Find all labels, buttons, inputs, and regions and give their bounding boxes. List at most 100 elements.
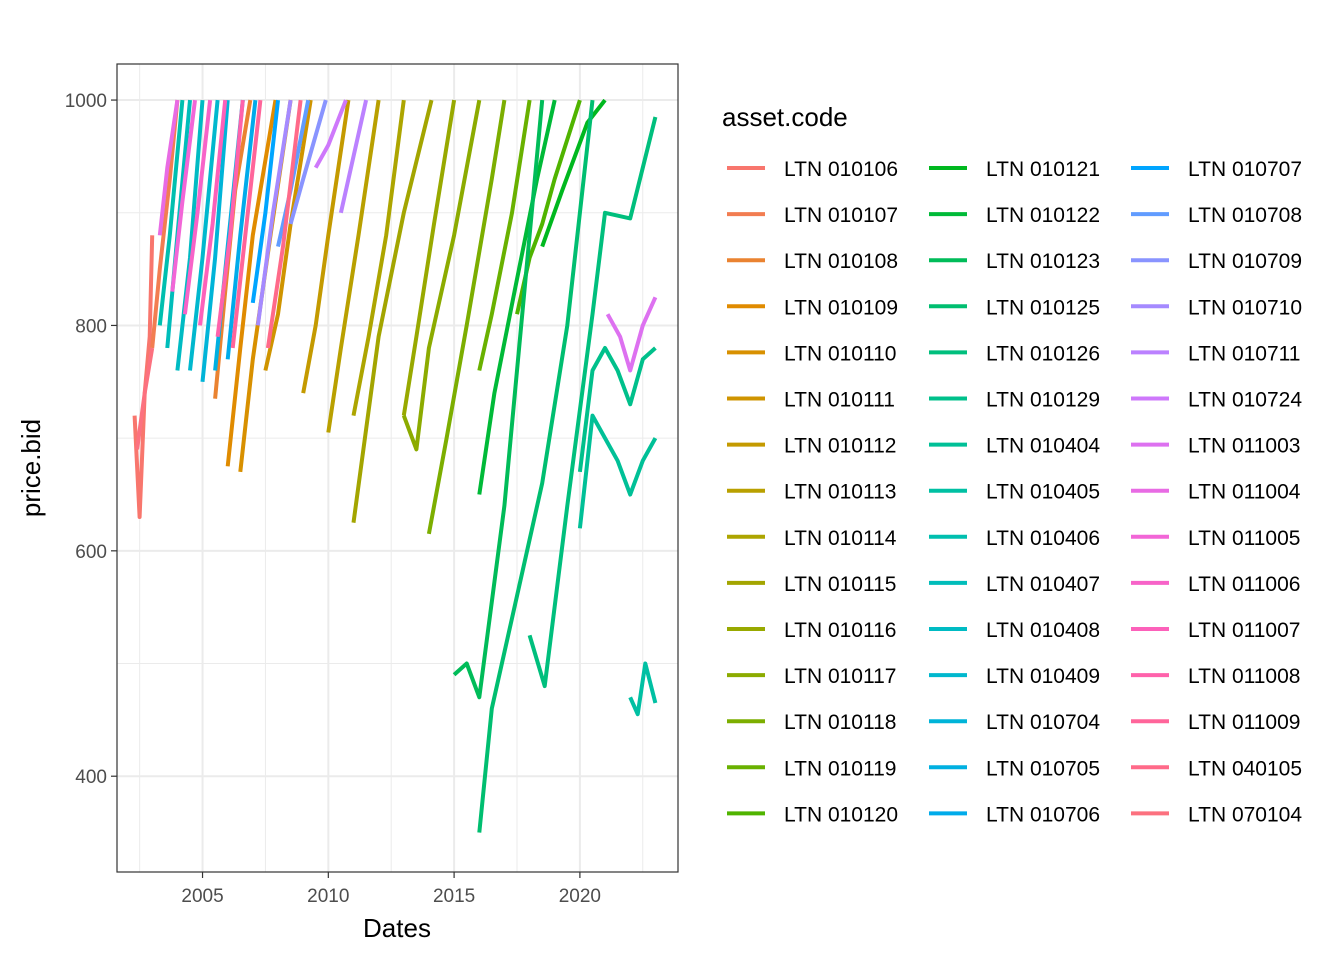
legend-item: LTN 010119 (727, 757, 896, 780)
legend-label: LTN 011008 (1188, 665, 1300, 688)
legend-item: LTN 011003 (1131, 435, 1300, 458)
series-line (150, 99, 180, 349)
legend-item: LTN 010106 (727, 158, 898, 181)
legend-label: LTN 010116 (784, 619, 896, 642)
legend-label: LTN 010114 (784, 527, 897, 550)
y-tick-label: 1000 (65, 91, 107, 112)
legend-item: LTN 010707 (1131, 158, 1302, 181)
x-tick-label: 2020 (559, 886, 601, 907)
series-line (401, 99, 457, 416)
legend-item: LTN 010705 (929, 757, 1100, 780)
legend-label: LTN 010406 (986, 527, 1100, 550)
legend-label: LTN 010407 (986, 573, 1100, 596)
series-line (605, 296, 658, 373)
y-tick-label: 800 (75, 316, 107, 337)
series-line (477, 99, 595, 833)
legend-item: LTN 010114 (727, 527, 897, 550)
legend-label: LTN 011009 (1188, 711, 1300, 734)
legend-label: LTN 010113 (784, 481, 896, 504)
legend-item: LTN 010113 (727, 481, 896, 504)
series-line (250, 99, 280, 304)
legend-item: LTN 010121 (929, 158, 1100, 181)
legend-label: LTN 010121 (986, 158, 1100, 181)
legend-label: LTN 010108 (784, 250, 898, 273)
series-line (351, 99, 406, 416)
legend-item: LTN 010112 (727, 435, 896, 458)
series-line (477, 99, 532, 371)
legend-item: LTN 010125 (929, 296, 1100, 319)
legend-label: LTN 011006 (1188, 573, 1300, 596)
legend-label: LTN 010106 (784, 158, 898, 181)
series-line (540, 98, 607, 248)
legend-label: LTN 010111 (784, 389, 895, 412)
y-axis-title: price.bid (16, 419, 46, 517)
legend-item: LTN 010706 (929, 803, 1100, 826)
legend-label: LTN 010120 (784, 803, 898, 826)
legend-label: LTN 010119 (784, 757, 896, 780)
legend-label: LTN 010704 (986, 711, 1100, 734)
legend-item: LTN 010724 (1131, 389, 1302, 412)
y-axis: 400 600 800 1000 (65, 91, 117, 788)
series-line (200, 99, 230, 383)
legend-item: LTN 010406 (929, 527, 1100, 550)
legend-item: LTN 010708 (1131, 204, 1302, 227)
series-line (215, 99, 245, 337)
legend-label: LTN 010118 (784, 711, 896, 734)
y-tick-label: 400 (75, 767, 107, 788)
legend-item: LTN 010110 (727, 342, 896, 365)
series-line (135, 347, 155, 450)
legend-item: LTN 010120 (727, 803, 898, 826)
series-line (426, 99, 507, 535)
legend-item: LTN 010711 (1131, 342, 1300, 365)
legend-item: LTN 010116 (727, 619, 896, 642)
legend-label: LTN 010129 (986, 389, 1100, 412)
legend-item: LTN 010118 (727, 711, 896, 734)
series-line (401, 99, 482, 452)
legend-label: LTN 010110 (784, 342, 896, 365)
legend-label: LTN 010123 (986, 250, 1100, 273)
legend-label: LTN 011005 (1188, 527, 1300, 550)
series-line (225, 99, 278, 467)
legend-label: LTN 010117 (784, 665, 896, 688)
series-line (263, 99, 313, 371)
legend-label: LTN 010109 (784, 296, 898, 319)
legend-item: LTN 010408 (929, 619, 1100, 642)
series-line (288, 99, 328, 225)
legend-label: LTN 010710 (1188, 296, 1302, 319)
series-line (301, 99, 351, 394)
legend-item: LTN 011006 (1131, 573, 1300, 596)
legend-item: LTN 011009 (1131, 711, 1300, 734)
series-line (230, 99, 263, 349)
legend-item: LTN 010404 (929, 435, 1100, 458)
series-line (628, 661, 658, 717)
legend-item: LTN 010123 (929, 250, 1100, 273)
series-line (182, 99, 213, 315)
legend-item: LTN 010111 (727, 389, 895, 412)
legend-item: LTN 010405 (929, 481, 1100, 504)
legend-label: LTN 010125 (986, 296, 1100, 319)
legend-label: LTN 070104 (1188, 803, 1302, 826)
series-line (225, 99, 258, 360)
legend-label: LTN 010405 (986, 481, 1100, 504)
series-line (326, 99, 381, 433)
legend-item: LTN 010409 (929, 665, 1100, 688)
legend-label: LTN 010709 (1188, 250, 1302, 273)
y-tick-label: 600 (75, 542, 107, 563)
legend-item: LTN 011008 (1131, 665, 1300, 688)
legend-label: LTN 011003 (1188, 435, 1300, 458)
legend-item: LTN 010704 (929, 711, 1100, 734)
legend-item: LTN 011007 (1131, 619, 1300, 642)
x-tick-label: 2015 (433, 886, 475, 907)
legend-title: asset.code (722, 102, 848, 132)
legend-label: LTN 010724 (1188, 389, 1302, 412)
legend: LTN 010106 LTN 010107 LTN 010108 LTN 010109… (727, 158, 1302, 826)
legend-item: LTN 010710 (1131, 296, 1302, 319)
x-tick-label: 2005 (181, 886, 223, 907)
legend-item: LTN 070104 (1131, 803, 1302, 826)
legend-item: LTN 010709 (1131, 250, 1302, 273)
legend-label: LTN 010408 (986, 619, 1100, 642)
legend-item: LTN 010407 (929, 573, 1100, 596)
legend-item: LTN 010107 (727, 204, 898, 227)
series-line (198, 99, 228, 326)
series-line (313, 99, 348, 169)
